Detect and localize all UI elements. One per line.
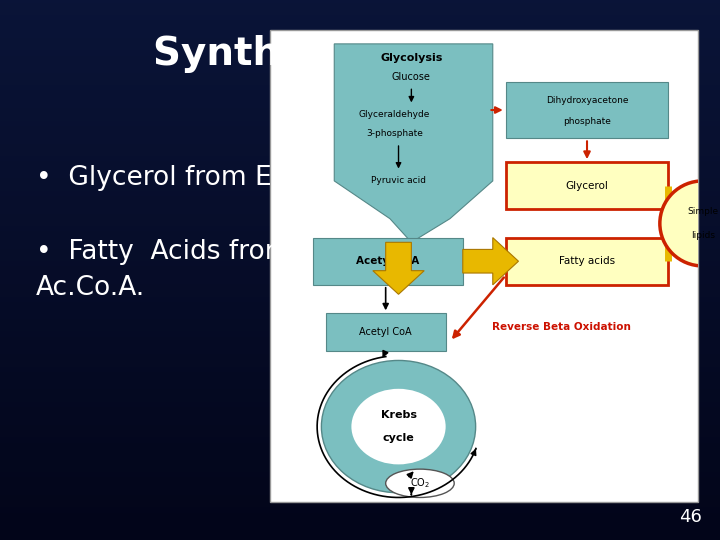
Bar	[325, 313, 446, 351]
Ellipse shape	[321, 361, 476, 492]
Bar	[505, 162, 668, 209]
Text: 46: 46	[679, 509, 702, 526]
Text: 3-phosphate: 3-phosphate	[366, 129, 423, 138]
Text: Reverse Beta Oxidation: Reverse Beta Oxidation	[492, 322, 631, 333]
Text: cycle: cycle	[382, 434, 415, 443]
Text: Simple: Simple	[687, 207, 719, 216]
Text: Synthesis of Lipids: Synthesis of Lipids	[153, 35, 567, 73]
Text: Dihydroxyacetone: Dihydroxyacetone	[546, 96, 629, 105]
Text: Pyruvic acid: Pyruvic acid	[371, 177, 426, 185]
Text: •  Fatty  Acids from
Ac.Co.A.: • Fatty Acids from Ac.Co.A.	[36, 239, 290, 301]
Polygon shape	[668, 209, 690, 238]
Text: Glycolysis: Glycolysis	[380, 53, 443, 63]
Text: Acetyl CoA: Acetyl CoA	[356, 256, 420, 266]
Bar	[505, 82, 668, 138]
Ellipse shape	[660, 181, 720, 266]
Text: Glucose: Glucose	[392, 72, 431, 82]
Ellipse shape	[386, 469, 454, 497]
Text: lipids: lipids	[690, 231, 715, 240]
Text: Fatty acids: Fatty acids	[559, 256, 615, 266]
Polygon shape	[334, 44, 492, 242]
Bar	[505, 238, 668, 285]
Ellipse shape	[351, 389, 446, 464]
Text: •  Glycerol from EMP.: • Glycerol from EMP.	[36, 165, 315, 191]
Text: Acetyl CoA: Acetyl CoA	[359, 327, 412, 337]
FancyBboxPatch shape	[270, 30, 698, 502]
Text: Glyceraldehyde: Glyceraldehyde	[359, 110, 430, 119]
Text: Glycerol: Glycerol	[566, 180, 608, 191]
Text: CO$_2$: CO$_2$	[410, 476, 430, 490]
Text: Krebs: Krebs	[380, 410, 416, 420]
Bar	[312, 238, 463, 285]
Text: phosphate: phosphate	[563, 117, 611, 126]
Polygon shape	[463, 238, 518, 285]
Polygon shape	[373, 242, 424, 294]
